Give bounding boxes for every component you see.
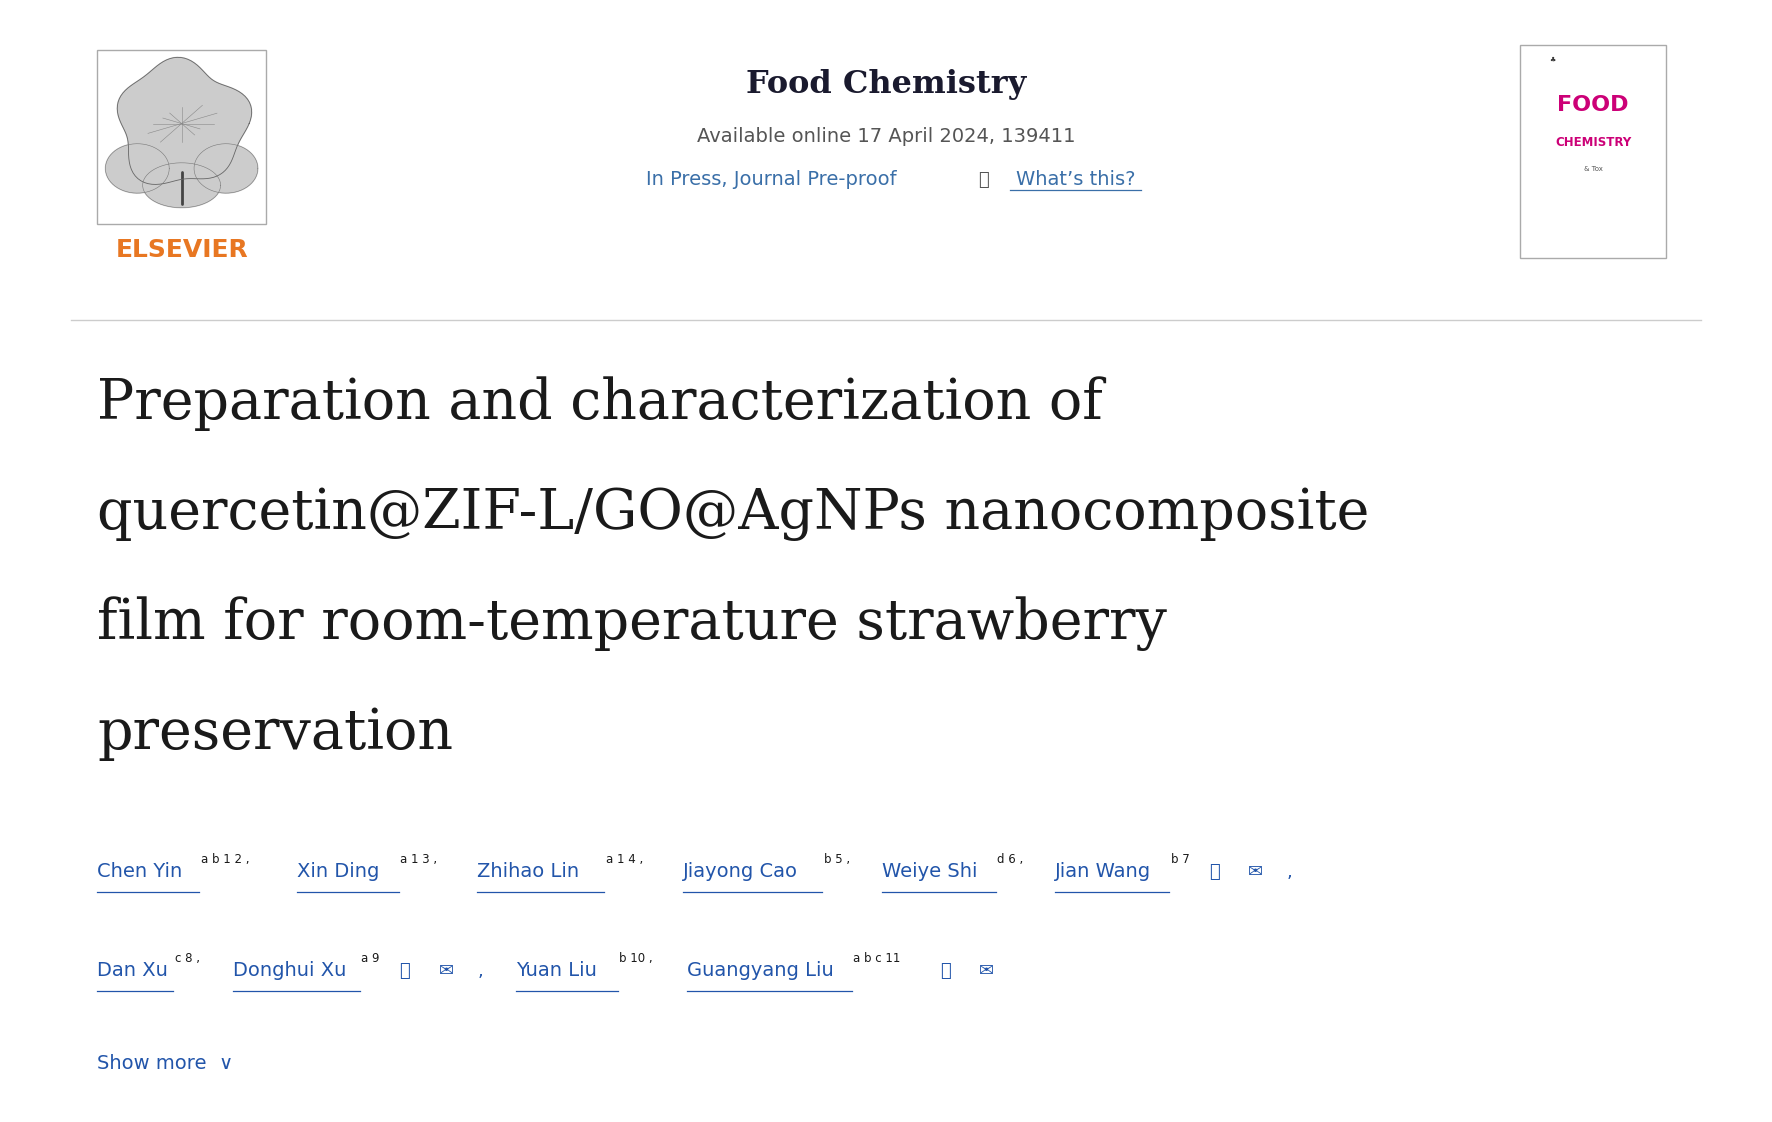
Text: Available online 17 April 2024, 139411: Available online 17 April 2024, 139411 bbox=[696, 128, 1076, 146]
Text: Jian Wang: Jian Wang bbox=[1054, 863, 1152, 882]
Text: Guangyang Liu: Guangyang Liu bbox=[688, 962, 833, 981]
Text: & Tox: & Tox bbox=[1584, 166, 1602, 172]
Text: Show more  ∨: Show more ∨ bbox=[97, 1055, 234, 1073]
Text: Yuan Liu: Yuan Liu bbox=[516, 962, 597, 981]
Text: Chen Yin: Chen Yin bbox=[97, 863, 183, 882]
Text: ♣: ♣ bbox=[1549, 57, 1556, 63]
Polygon shape bbox=[106, 144, 170, 193]
Text: In Press, Journal Pre-proof: In Press, Journal Pre-proof bbox=[645, 171, 897, 188]
Polygon shape bbox=[117, 57, 252, 184]
Text: b 7: b 7 bbox=[1171, 853, 1189, 866]
Text: film for room-temperature strawberry: film for room-temperature strawberry bbox=[97, 597, 1168, 651]
Text: a b 1 2 ,: a b 1 2 , bbox=[200, 853, 250, 866]
Text: ,: , bbox=[1286, 864, 1292, 882]
Text: a b c 11: a b c 11 bbox=[854, 951, 900, 965]
Text: 👤: 👤 bbox=[941, 963, 952, 981]
Text: What’s this?: What’s this? bbox=[1015, 171, 1136, 188]
Text: ⓘ: ⓘ bbox=[978, 171, 989, 188]
Text: preservation: preservation bbox=[97, 707, 454, 761]
Text: Zhihao Lin: Zhihao Lin bbox=[477, 863, 579, 882]
Text: Dan Xu: Dan Xu bbox=[97, 962, 168, 981]
Text: Jiayong Cao: Jiayong Cao bbox=[682, 863, 797, 882]
Text: CHEMISTRY: CHEMISTRY bbox=[1554, 137, 1632, 149]
Polygon shape bbox=[195, 144, 257, 193]
Text: 👤: 👤 bbox=[1209, 864, 1219, 882]
Text: Xin Ding: Xin Ding bbox=[298, 863, 379, 882]
Text: ✉: ✉ bbox=[980, 963, 994, 981]
Text: ,: , bbox=[477, 963, 484, 981]
Text: ELSEVIER: ELSEVIER bbox=[115, 238, 248, 261]
Text: a 1 3 ,: a 1 3 , bbox=[400, 853, 438, 866]
Text: Donghui Xu: Donghui Xu bbox=[232, 962, 346, 981]
Text: Weiye Shi: Weiye Shi bbox=[882, 863, 976, 882]
Text: b 5 ,: b 5 , bbox=[824, 853, 851, 866]
Text: b 10 ,: b 10 , bbox=[620, 951, 654, 965]
Text: ✉: ✉ bbox=[1247, 864, 1263, 882]
Text: Food Chemistry: Food Chemistry bbox=[746, 68, 1026, 100]
FancyBboxPatch shape bbox=[1520, 45, 1666, 258]
Text: d 6 ,: d 6 , bbox=[998, 853, 1024, 866]
Text: ✉: ✉ bbox=[438, 963, 454, 981]
Text: a 9: a 9 bbox=[361, 951, 379, 965]
Text: a 1 4 ,: a 1 4 , bbox=[606, 853, 643, 866]
Text: c 8 ,: c 8 , bbox=[175, 951, 200, 965]
Text: quercetin@ZIF-L/GO@AgNPs nanocomposite: quercetin@ZIF-L/GO@AgNPs nanocomposite bbox=[97, 487, 1370, 541]
Text: Preparation and characterization of: Preparation and characterization of bbox=[97, 377, 1104, 431]
FancyBboxPatch shape bbox=[97, 50, 266, 224]
Polygon shape bbox=[144, 163, 220, 208]
Text: FOOD: FOOD bbox=[1558, 94, 1628, 114]
Text: 👤: 👤 bbox=[399, 963, 409, 981]
